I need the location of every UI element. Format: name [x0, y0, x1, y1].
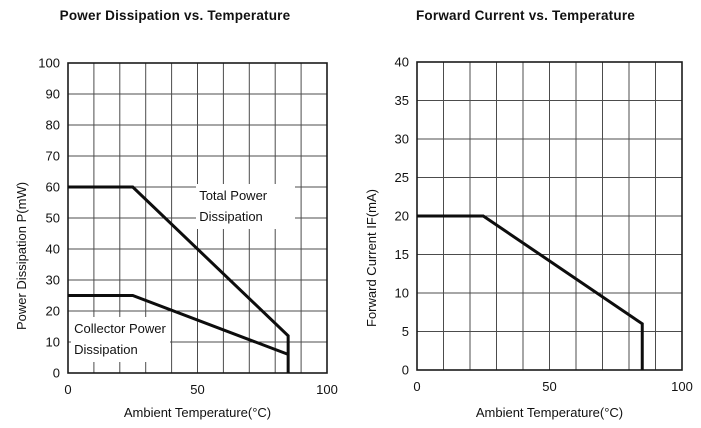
- y-tick-label: 5: [402, 324, 409, 339]
- y-tick-label: 10: [395, 286, 409, 301]
- y-tick-label: 35: [395, 93, 409, 108]
- chart-title: Power Dissipation vs. Temperature: [59, 8, 291, 23]
- y-tick-label: 100: [38, 56, 60, 71]
- chart-annotation: Collector Power Dissipation: [71, 317, 171, 363]
- x-tick-label: 50: [190, 382, 204, 397]
- y-tick-label: 60: [46, 180, 60, 195]
- annotation-line: Dissipation: [199, 208, 263, 224]
- y-axis-title: Forward Current IF(mA): [364, 189, 379, 327]
- chart-title: Forward Current vs. Temperature: [415, 8, 635, 23]
- y-tick-label: 70: [46, 149, 60, 164]
- y-tick-label: 30: [395, 132, 409, 147]
- y-tick-label: 25: [395, 170, 409, 185]
- annotation-line: Collector Power: [74, 321, 166, 337]
- y-tick-label: 15: [395, 247, 409, 262]
- y-tick-label: 30: [46, 273, 60, 288]
- annotation-line: Total Power: [199, 187, 268, 203]
- y-tick-label: 40: [395, 55, 409, 70]
- plot-canvas: 0 10 20 30 40 50 60 70 80 90 100 0 50 100: [38, 56, 338, 398]
- x-tick-label: 50: [542, 379, 556, 394]
- plot-border: [67, 62, 328, 374]
- y-tick-label: 90: [46, 87, 60, 102]
- series-line: [417, 214, 644, 370]
- y-tick-label: 20: [46, 304, 60, 319]
- chart-annotation: Total Power Dissipation: [196, 183, 296, 229]
- y-tick-label: 0: [53, 366, 60, 381]
- series-line: [68, 294, 289, 356]
- plot-canvas: 0 5 10 15 20 25 30 35 40 0 50 100: [395, 55, 693, 395]
- y-tick-label: 40: [46, 242, 60, 257]
- y-tick-label: 20: [395, 209, 409, 224]
- y-tick-label: 50: [46, 211, 60, 226]
- power-dissipation-chart: Power Dissipation vs. Temperature 0 10 20 3…: [0, 0, 350, 428]
- x-tick-label: 100: [316, 382, 338, 397]
- y-tick-label: 80: [46, 118, 60, 133]
- annotation-line: Dissipation: [74, 342, 138, 358]
- x-tick-label: 100: [671, 379, 693, 394]
- y-tick-label: 10: [46, 335, 60, 350]
- x-tick-label: 0: [413, 379, 420, 394]
- y-tick-label: 0: [402, 363, 409, 378]
- y-axis-title: Power Dissipation P(mW): [14, 181, 29, 331]
- forward-current-chart: Forward Current vs. Temperature 0 5 10 15 20…: [350, 0, 701, 428]
- x-axis-title: Ambient Temperature(°C): [475, 405, 624, 420]
- x-axis-title: Ambient Temperature(°C): [123, 405, 272, 420]
- x-tick-label: 0: [64, 382, 71, 397]
